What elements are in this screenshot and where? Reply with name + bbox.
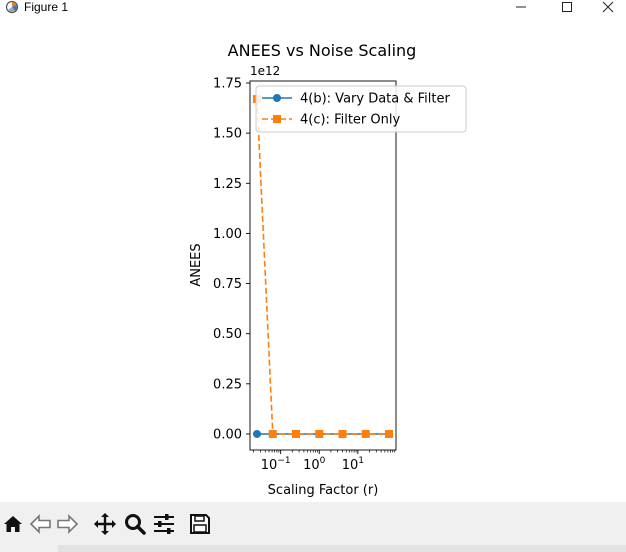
y-tick-label: 1.00 — [213, 227, 242, 242]
close-icon — [602, 1, 614, 13]
close-button[interactable] — [590, 0, 626, 14]
series-2-point — [338, 429, 347, 438]
legend-box — [255, 85, 467, 133]
series-2-point — [292, 429, 301, 438]
axes-frame — [249, 80, 397, 451]
minimize-icon — [516, 6, 526, 8]
y-tick-label: 1.50 — [213, 127, 242, 142]
y-tick-label: 0.75 — [213, 277, 242, 292]
maximize-icon — [562, 2, 572, 12]
legend-label-2: 4(c): Filter Only — [300, 113, 400, 128]
y-axis-label: ANEES — [189, 243, 204, 286]
series-2-point — [315, 429, 324, 438]
legend-marker-1 — [273, 94, 281, 102]
home-icon — [4, 516, 22, 532]
series-1-point — [253, 429, 261, 438]
series-2-point — [268, 429, 277, 438]
y-tick-label: 1.75 — [213, 77, 242, 92]
legend-marker-2 — [273, 115, 281, 123]
forward-button[interactable] — [54, 510, 80, 538]
minimize-button[interactable] — [498, 0, 544, 14]
maximize-button[interactable] — [544, 0, 590, 14]
y-tick-label: 0.00 — [213, 427, 242, 442]
forward-arrow-icon — [57, 514, 79, 534]
matplotlib-logo-icon — [5, 0, 19, 14]
x-tick-label: 101 — [342, 456, 364, 473]
y-tick-label: 0.25 — [213, 377, 242, 392]
toolbar-status-strip — [58, 545, 626, 552]
window-title: Figure 1 — [24, 0, 69, 14]
pan-icon — [94, 513, 116, 535]
y-tick-label: 0.50 — [213, 327, 242, 342]
configure-subplots-icon — [154, 514, 174, 534]
back-button[interactable] — [28, 510, 54, 538]
navigation-toolbar — [0, 502, 626, 552]
y-tick-label: 1.25 — [213, 177, 242, 192]
x-axis-label: Scaling Factor (r) — [268, 483, 379, 498]
pan-button[interactable] — [92, 510, 118, 538]
chart: ANEES vs Noise Scaling 1e12 0.00 0.25 0.50… — [189, 41, 467, 498]
x-tick-label: 100 — [303, 456, 326, 473]
figure-canvas[interactable]: ANEES vs Noise Scaling 1e12 0.00 0.25 0.50… — [0, 16, 626, 502]
y-offset-label: 1e12 — [250, 64, 280, 78]
zoom-button[interactable] — [122, 510, 148, 538]
zoom-icon — [125, 514, 146, 535]
plot-area: 0.00 0.25 0.50 0.75 1.00 1.25 1.50 1.75 10−1 100 1… — [213, 77, 467, 473]
back-arrow-icon — [29, 514, 51, 534]
x-tick-label: 10−1 — [261, 456, 291, 473]
legend: 4(b): Vary Data & Filter 4(c): Filter Onl… — [255, 85, 467, 133]
series-line-2 — [256, 98, 389, 435]
series-2-point — [361, 429, 370, 438]
save-icon — [190, 514, 210, 534]
save-button[interactable] — [187, 510, 213, 538]
configure-subplots-button[interactable] — [151, 510, 177, 538]
home-button[interactable] — [0, 510, 26, 538]
window-titlebar: Figure 1 — [0, 0, 626, 16]
legend-label-1: 4(b): Vary Data & Filter — [300, 92, 450, 107]
series-2-point — [385, 429, 393, 438]
chart-title: ANEES vs Noise Scaling — [228, 41, 417, 60]
